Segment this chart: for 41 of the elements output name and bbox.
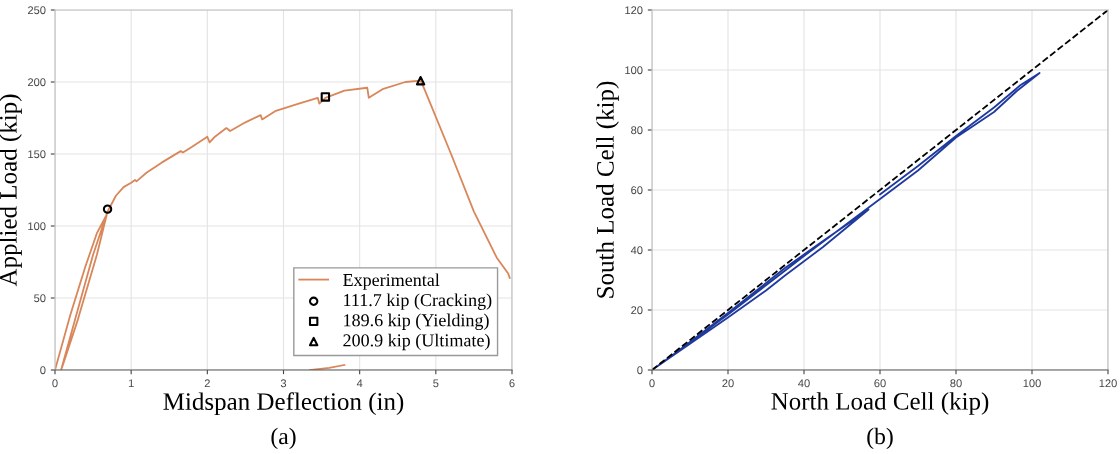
x-tick-label: 40 (798, 379, 810, 388)
x-tick-label: 6 (509, 379, 515, 388)
x-tick-label: 80 (950, 379, 962, 388)
legend-label: 111.7 kip (Cracking) (344, 293, 492, 310)
y-axis-title: Applied Load (kip) (0, 94, 22, 287)
y-tick-label: 200 (27, 78, 46, 87)
x-tick-label: 100 (1023, 379, 1041, 388)
y-tick-label: 80 (631, 126, 643, 135)
y-tick-label: 60 (631, 186, 643, 195)
y-tick-label: 250 (27, 6, 46, 15)
point (415, 75, 426, 86)
point (320, 92, 331, 102)
x-axis-title: North Load Cell (kip) (771, 392, 989, 415)
legend-label: Experimental (343, 273, 440, 290)
y-tick-label: 150 (28, 150, 46, 159)
y-tick-label: 100 (625, 66, 643, 75)
x-tick-label: 4 (356, 379, 363, 388)
x-tick-label: 5 (433, 379, 439, 388)
text: (a) (271, 427, 296, 450)
y-tick-label: 50 (34, 294, 46, 303)
x-tick-label: 0 (52, 379, 58, 388)
y-tick-label: 0 (40, 366, 46, 375)
x-tick-label: 0 (649, 379, 655, 388)
legend-label: 200.9 kip (Ultimate) (343, 333, 490, 351)
x-tick-label: 120 (1099, 379, 1117, 388)
x-tick-label: 20 (722, 379, 734, 388)
x-tick-label: 60 (874, 379, 886, 388)
y-tick-label: 100 (28, 222, 46, 231)
text: (b) (867, 427, 893, 450)
y-tick-label: 0 (637, 366, 643, 375)
x-tick-label: 2 (204, 379, 210, 388)
y-tick-label: 20 (631, 306, 643, 315)
point (102, 204, 113, 214)
x-tick-label: 3 (280, 379, 287, 388)
x-axis-title: Midspan Deflection (in) (163, 392, 404, 416)
y-axis-title: South Load Cell (kip) (596, 81, 619, 298)
legend-label: 189.6 kip (Yielding) (344, 313, 489, 331)
y-tick-label: 120 (625, 6, 643, 15)
y-tick-label: 40 (630, 246, 643, 255)
line-series (652, 72, 1041, 370)
x-tick-label: 1 (128, 379, 134, 388)
